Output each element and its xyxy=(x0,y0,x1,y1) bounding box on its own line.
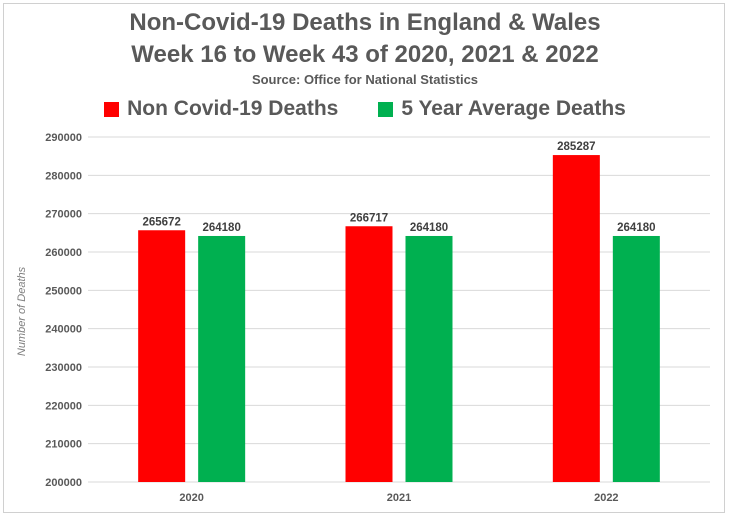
data-label: 265672 xyxy=(142,216,180,228)
y-tick-label: 200000 xyxy=(45,477,82,489)
data-label: 264180 xyxy=(410,222,448,234)
legend-swatch-non-covid xyxy=(104,101,120,117)
legend-item-five-year-average: 5 Year Average Deaths xyxy=(378,97,626,121)
legend-item-non-covid: Non Covid-19 Deaths xyxy=(104,97,338,121)
bar-five-year-average xyxy=(405,235,453,482)
y-tick-label: 260000 xyxy=(45,247,82,259)
bar-non-covid xyxy=(345,226,393,482)
data-label: 264180 xyxy=(617,222,655,234)
bar-non-covid xyxy=(552,155,600,482)
y-tick-label: 240000 xyxy=(45,324,82,336)
legend-swatch-five-year-average xyxy=(378,101,394,117)
x-tick-label: 2021 xyxy=(387,492,411,504)
y-axis-title: Number of Deaths xyxy=(16,266,28,356)
y-tick-label: 280000 xyxy=(45,170,82,182)
legend-label-non-covid: Non Covid-19 Deaths xyxy=(127,97,339,120)
bar-five-year-average xyxy=(198,235,246,482)
bar-five-year-average xyxy=(612,235,660,482)
y-tick-label: 210000 xyxy=(45,439,82,451)
x-tick-label: 2022 xyxy=(594,492,618,504)
chart-title: Non-Covid-19 Deaths in England & Wales xyxy=(129,9,601,36)
chart-legend: Non Covid-19 Deaths 5 Year Average Death… xyxy=(0,97,730,121)
chart-title-line-2: Week 16 to Week 43 of 2020, 2021 & 2022 xyxy=(131,41,599,68)
chart-subtitle: Source: Office for National Statistics xyxy=(251,72,479,87)
x-tick-label: 2020 xyxy=(179,492,203,504)
y-tick-label: 220000 xyxy=(45,400,82,412)
y-tick-label: 230000 xyxy=(45,362,82,374)
data-label: 285287 xyxy=(557,141,595,153)
y-tick-label: 290000 xyxy=(45,132,82,144)
y-tick-label: 250000 xyxy=(45,285,82,297)
data-label: 264180 xyxy=(202,222,240,234)
y-tick-label: 270000 xyxy=(45,209,82,221)
data-label: 266717 xyxy=(350,212,388,224)
legend-label-five-year-average: 5 Year Average Deaths xyxy=(401,97,626,120)
bar-non-covid xyxy=(138,230,186,482)
